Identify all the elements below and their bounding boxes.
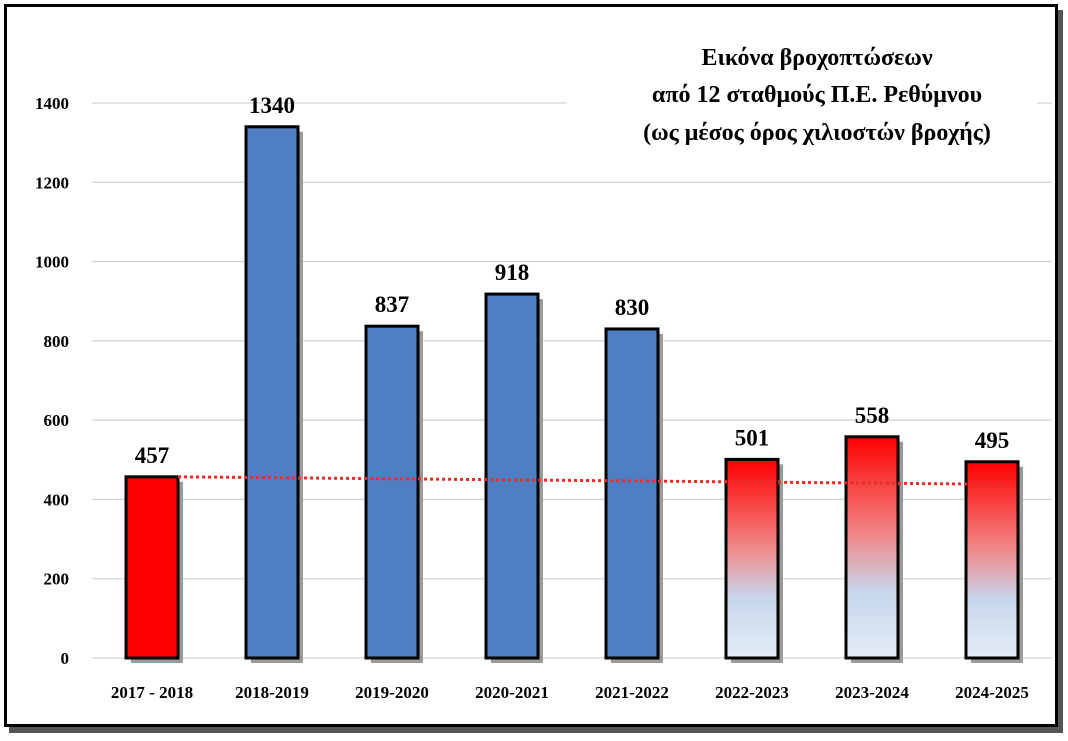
bar-value-label: 918 bbox=[495, 260, 530, 285]
x-tick-label: 2020-2021 bbox=[475, 683, 549, 702]
y-tick-label: 1400 bbox=[35, 94, 69, 113]
bar bbox=[724, 457, 780, 660]
gridlines bbox=[92, 102, 1052, 659]
x-tick-label: 2019-2020 bbox=[355, 683, 429, 702]
y-tick-label: 600 bbox=[44, 411, 70, 430]
chart-title: Εικόνα βροχοπτώσεων bbox=[701, 45, 932, 71]
x-axis-ticks: 2017 - 2018 2018-2019 2019-2020 2020-2021 20… bbox=[111, 683, 1029, 702]
x-tick-label: 2022-2023 bbox=[715, 683, 789, 702]
bar bbox=[964, 460, 1020, 660]
y-tick-label: 400 bbox=[44, 490, 70, 509]
bar bbox=[844, 435, 900, 660]
bar bbox=[484, 292, 540, 660]
chart-subtitle-line-1: από 12 σταθμούς Π.Ε. Ρεθύμνου bbox=[652, 82, 982, 108]
chart-subtitle-line-2: (ως μέσος όρος χιλιοστών βροχής) bbox=[643, 120, 991, 146]
title-background bbox=[567, 29, 1037, 157]
bar bbox=[604, 327, 660, 660]
bar-value-label: 830 bbox=[615, 295, 650, 320]
y-tick-label: 0 bbox=[61, 649, 70, 668]
y-tick-label: 1000 bbox=[35, 253, 69, 272]
y-tick-label: 800 bbox=[44, 332, 70, 351]
average-reference-line bbox=[177, 475, 1011, 486]
bar-value-label: 457 bbox=[135, 443, 170, 468]
bar-value-label: 495 bbox=[975, 428, 1010, 453]
bar bbox=[364, 324, 420, 660]
rainfall-bar-chart: 0 200 400 600 800 1000 1200 1400 457 1340 837 918 8… bbox=[35, 29, 1052, 702]
x-tick-label: 2024-2025 bbox=[955, 683, 1029, 702]
bar-value-label: 501 bbox=[735, 425, 770, 450]
bar bbox=[124, 475, 180, 660]
x-tick-label: 2021-2022 bbox=[595, 683, 669, 702]
x-tick-label: 2017 - 2018 bbox=[111, 683, 193, 702]
chart-frame: 0 200 400 600 800 1000 1200 1400 457 1340 837 918 8… bbox=[4, 4, 1058, 727]
bars bbox=[124, 125, 1023, 663]
data-labels: 457 1340 837 918 830 501 558 495 bbox=[135, 93, 1010, 468]
bar-value-label: 1340 bbox=[249, 93, 295, 118]
bar-value-label: 558 bbox=[855, 403, 890, 428]
chart-title-block: Εικόνα βροχοπτώσεων από 12 σταθμούς Π.Ε.… bbox=[567, 29, 1037, 157]
bar-value-label: 837 bbox=[375, 292, 410, 317]
y-tick-label: 200 bbox=[44, 570, 70, 589]
y-tick-label: 1200 bbox=[35, 173, 69, 192]
x-tick-label: 2018-2019 bbox=[235, 683, 309, 702]
y-axis-ticks: 0 200 400 600 800 1000 1200 1400 bbox=[35, 94, 69, 668]
x-tick-label: 2023-2024 bbox=[835, 683, 909, 702]
bar bbox=[244, 125, 300, 660]
reference-line bbox=[177, 475, 1011, 486]
